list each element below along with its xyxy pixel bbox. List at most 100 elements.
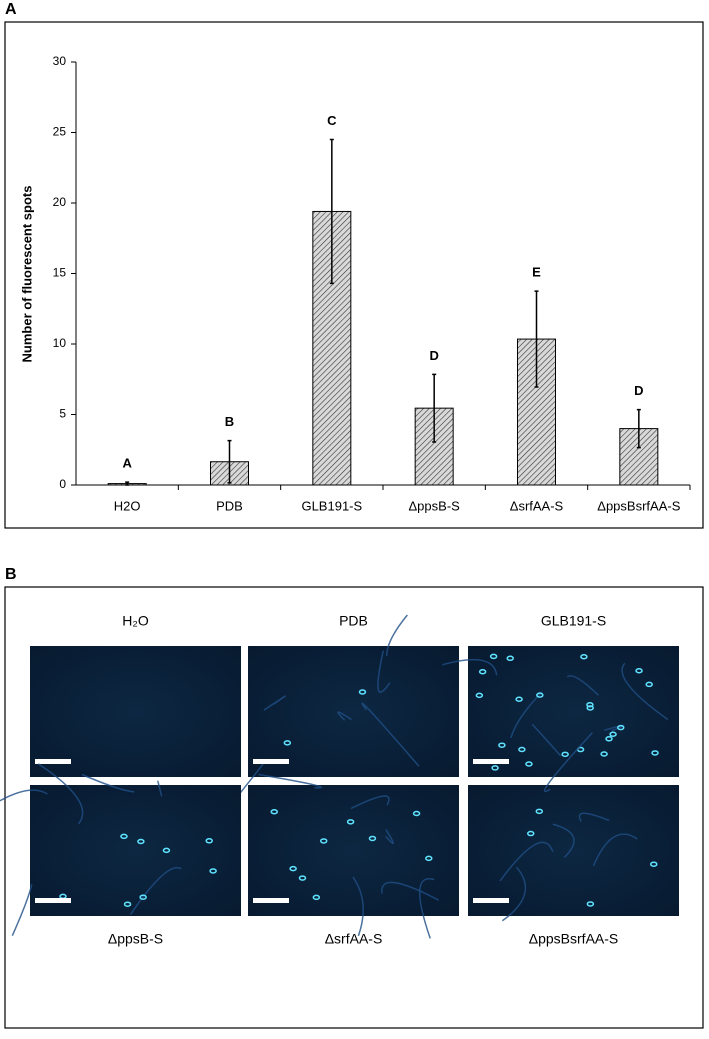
image-label: ΔppsB-S (108, 931, 163, 947)
fluorescent-spot (645, 681, 653, 688)
leaf-vein (352, 876, 364, 937)
fluorescent-spot (120, 833, 128, 840)
leaf-vein (578, 812, 610, 822)
leaf-vein (350, 795, 390, 810)
fluorescent-spot (609, 731, 617, 737)
micrograph (248, 646, 459, 777)
leaf-vein (531, 723, 562, 757)
scale-bar (473, 898, 509, 903)
y-tick-label: 5 (59, 407, 66, 421)
y-tick-label: 25 (53, 125, 67, 139)
x-tick-label: ΔsrfAA-S (510, 498, 564, 513)
scale-bar (253, 898, 289, 903)
leaf-vein (381, 881, 440, 901)
fluorescent-spot (205, 838, 213, 844)
fluorescent-spot (358, 689, 367, 695)
fluorescent-spot (498, 742, 506, 748)
leaf-vein (385, 614, 408, 657)
micrograph (468, 646, 679, 777)
significance-letter: C (327, 113, 337, 128)
fluorescent-spot (526, 830, 535, 837)
fluorescent-spot (346, 819, 355, 825)
x-tick-label: H2O (114, 498, 141, 513)
fluorescent-spot (635, 667, 643, 674)
leaf-vein (258, 773, 322, 789)
scale-bar (253, 759, 289, 764)
y-tick-label: 15 (53, 266, 67, 280)
fluorescent-spot (139, 894, 147, 900)
leaf-vein (592, 833, 638, 867)
error-bar (329, 138, 334, 285)
micrograph (248, 785, 459, 916)
image-grid: H₂O PDB GLB191-S ΔppsB-S ΔsrfAA-S ΔppsBsrfAA-… (0, 613, 679, 947)
error-bar (534, 290, 539, 388)
panel-label: B (5, 566, 17, 583)
fluorescent-spot (506, 655, 514, 662)
fluorescent-spot (478, 669, 487, 675)
error-bar (227, 439, 232, 484)
scale-bar (35, 898, 71, 903)
leaf-vein (361, 702, 420, 767)
scale-bar (35, 759, 71, 764)
fluorescent-spot (209, 868, 217, 874)
leaf-vein (501, 866, 527, 922)
fluorescent-spot (425, 855, 433, 862)
image-label: ΔppsBsrfAA-S (529, 931, 619, 947)
fluorescent-spot (475, 692, 484, 699)
leaf-vein (37, 763, 84, 825)
fluorescent-spot (270, 809, 278, 815)
leaf-vein (263, 695, 286, 711)
significance-letter: D (634, 383, 643, 398)
x-tick-label: GLB191-S (301, 498, 362, 513)
error-bar (432, 373, 437, 443)
fluorescent-spot (535, 808, 544, 815)
x-tick-label: ΔppsB-S (409, 498, 461, 513)
fluorescent-spot (525, 761, 533, 767)
error-bar (636, 408, 641, 449)
leaf-vein (337, 711, 352, 721)
fluorescent-spot (123, 901, 132, 907)
leaf-vein (566, 675, 599, 696)
fluorescent-spot (162, 847, 171, 854)
fluorescent-spot (586, 901, 595, 907)
fluorescent-spot (536, 692, 544, 698)
micrograph (30, 646, 241, 777)
fluorescent-spot (580, 654, 588, 660)
fluorescent-spot (298, 875, 307, 881)
fluorescent-spot (605, 736, 613, 742)
leaf-vein (385, 829, 394, 845)
panel-frame (4, 21, 704, 529)
fluorescent-spot (491, 765, 499, 771)
image-label: PDB (339, 613, 368, 629)
leaf-vein (442, 658, 498, 676)
image-label: ΔsrfAA-S (325, 931, 383, 947)
panel-label: A (5, 1, 17, 18)
fluorescent-spot (586, 701, 594, 708)
leaf-vein (377, 650, 391, 693)
leaf-vein (499, 841, 554, 882)
fluorescent-spot (312, 894, 321, 901)
fluorescent-spot (368, 835, 377, 842)
fluorescent-spot (515, 696, 523, 703)
leaf-vein (419, 877, 435, 939)
scale-bar (473, 759, 509, 764)
significance-letter: D (429, 348, 438, 363)
image-label: H₂O (122, 613, 149, 629)
micrograph (468, 785, 679, 916)
leaf-vein (621, 662, 669, 721)
fluorescent-spot (650, 861, 658, 867)
leaf-vein (81, 773, 135, 793)
fluorescent-spot (489, 653, 498, 660)
leaf-vein (543, 732, 593, 793)
fluorescent-spot (600, 751, 608, 757)
fluorescent-spot (586, 705, 594, 711)
error-bar (125, 481, 130, 486)
fluorescent-spot (617, 724, 625, 731)
image-label: GLB191-S (541, 613, 606, 629)
leaf-vein (129, 866, 182, 915)
bar (619, 428, 659, 486)
fluorescent-spot (412, 810, 421, 817)
x-tick-label: PDB (216, 498, 243, 513)
micrograph (30, 785, 241, 916)
